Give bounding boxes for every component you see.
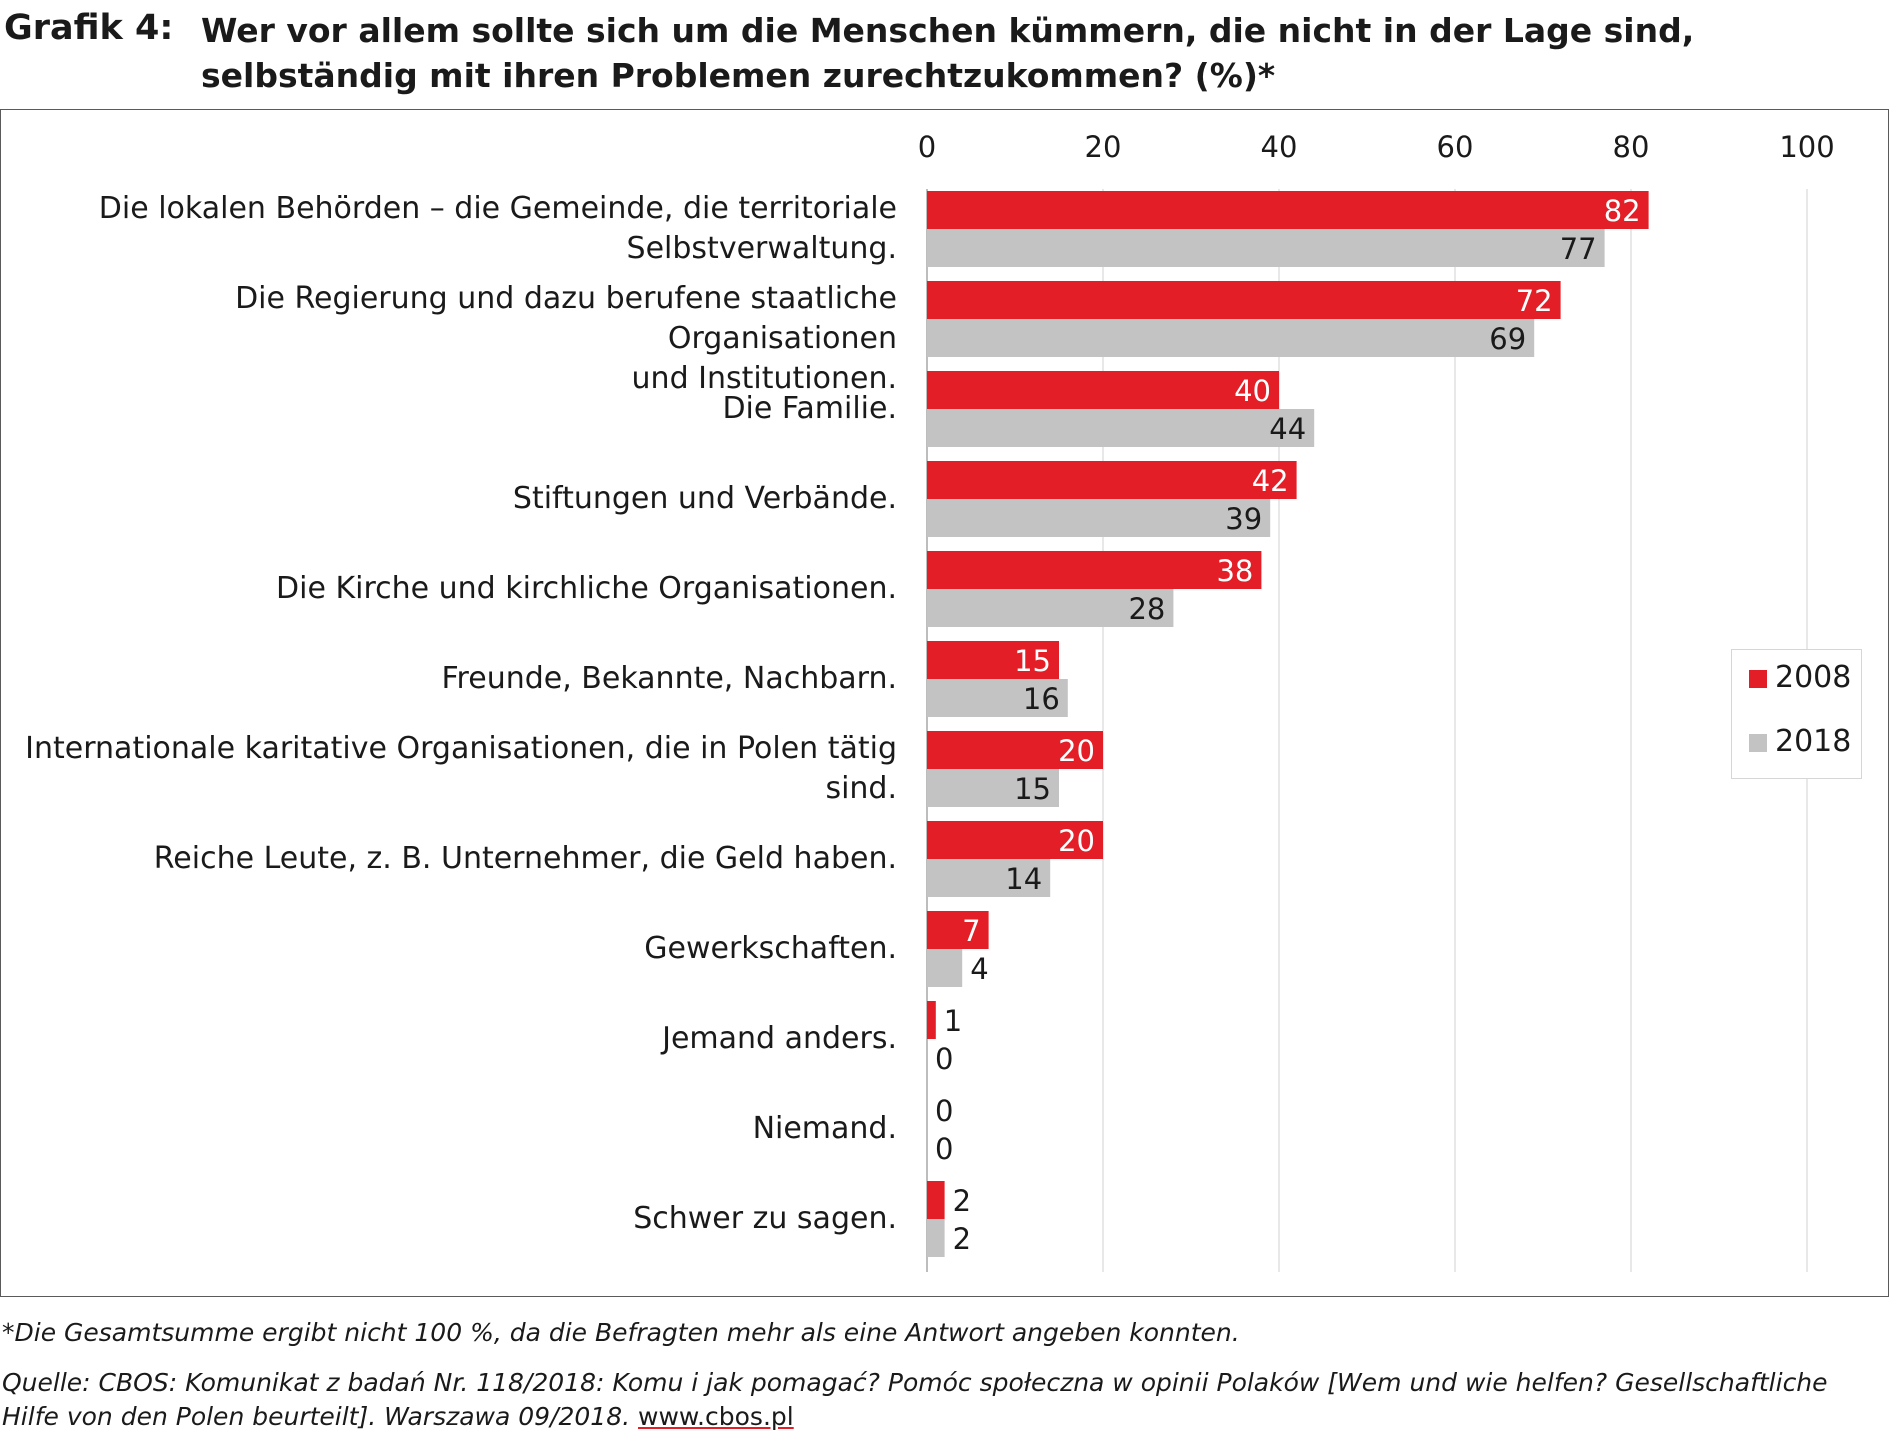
bar-2018 <box>927 499 1271 537</box>
data-label-2008: 1 <box>944 1004 962 1038</box>
data-label-2008: 20 <box>1058 824 1095 858</box>
figure-label: Grafik 4: <box>4 8 174 48</box>
category-label-line: Jemand anders. <box>662 1021 897 1056</box>
source-text: Quelle: CBOS: Komunikat z badań Nr. 118/… <box>2 1368 1828 1431</box>
chart-frame <box>0 109 1889 1297</box>
x-tick-label: 60 <box>1437 130 1474 164</box>
data-label-2018: 44 <box>1269 412 1306 446</box>
category-label-line: Schwer zu sagen. <box>633 1201 897 1236</box>
bar-2008 <box>927 281 1561 319</box>
data-label-2008: 40 <box>1234 374 1271 408</box>
category-label: Stiftungen und Verbände. <box>17 479 897 519</box>
bar-chart: 0 20 40 60 80 1008277726940444239382815162015… <box>918 130 1835 1272</box>
bar-2008 <box>927 641 1059 679</box>
x-tick-label: 20 <box>1085 130 1122 164</box>
category-label-line: Niemand. <box>752 1111 897 1146</box>
bar-2008 <box>927 371 1279 409</box>
category-label-line: Selbstverwaltung. <box>626 231 897 266</box>
data-label-2008: 72 <box>1516 284 1553 318</box>
legend-item-2018: 2018 <box>1749 724 1851 759</box>
category-label: Die lokalen Behörden – die Gemeinde, die… <box>17 189 897 269</box>
data-label-2018: 77 <box>1560 232 1597 266</box>
data-label-2018: 28 <box>1128 592 1165 626</box>
category-label: Schwer zu sagen. <box>17 1199 897 1239</box>
bar-2018 <box>927 319 1535 357</box>
category-label-line: und Institutionen. <box>631 361 897 396</box>
category-label-line: Die Regierung und dazu berufene staatlic… <box>235 281 897 356</box>
category-label: Die Familie. <box>17 389 897 429</box>
bar-2018 <box>927 1219 945 1257</box>
chart-title: Wer vor allem sollte sich um die Mensche… <box>201 11 1695 95</box>
data-label-2008: 82 <box>1604 194 1641 228</box>
legend: 2008 2018 <box>1731 649 1862 779</box>
category-label: Freunde, Bekannte, Nachbarn. <box>17 659 897 699</box>
bar-2018 <box>927 229 1605 267</box>
footnote: *Die Gesamtsumme ergibt nicht 100 %, da … <box>2 1318 1240 1347</box>
category-label-line: Reiche Leute, z. B. Unternehmer, die Gel… <box>153 841 897 876</box>
x-tick-label: 40 <box>1261 130 1298 164</box>
data-label-2008: 0 <box>935 1094 953 1128</box>
bar-2008 <box>927 1001 936 1039</box>
data-label-2018: 0 <box>935 1042 953 1076</box>
category-label-line: Die Familie. <box>722 391 897 426</box>
bar-2018 <box>927 679 1068 717</box>
legend-swatch-2008 <box>1749 669 1767 688</box>
source-note: Quelle: CBOS: Komunikat z badań Nr. 118/… <box>2 1366 1887 1434</box>
data-label-2008: 15 <box>1014 644 1051 678</box>
legend-label-2008: 2008 <box>1775 660 1852 695</box>
category-label-line: Stiftungen und Verbände. <box>512 481 897 516</box>
category-label: Reiche Leute, z. B. Unternehmer, die Gel… <box>17 839 897 879</box>
data-label-2018: 4 <box>970 952 988 986</box>
bar-2008 <box>927 731 1103 769</box>
legend-label-2018: 2018 <box>1775 724 1852 759</box>
legend-item-2008: 2008 <box>1749 660 1851 695</box>
bar-2008 <box>927 1181 945 1219</box>
source-link[interactable]: www.cbos.pl <box>638 1402 794 1431</box>
data-label-2008: 42 <box>1252 464 1289 498</box>
data-label-2008: 2 <box>953 1184 971 1218</box>
category-label: Internationale karitative Organisationen… <box>17 729 897 809</box>
data-label-2008: 7 <box>962 914 980 948</box>
category-label-line: Die lokalen Behörden – die Gemeinde, die… <box>98 191 897 226</box>
category-label-line: Internationale karitative Organisationen… <box>25 731 897 766</box>
category-label-line: Die Kirche und kirchliche Organisationen… <box>276 571 897 606</box>
bar-2018 <box>927 949 963 987</box>
bar-2008 <box>927 821 1103 859</box>
data-label-2018: 15 <box>1014 772 1051 806</box>
category-label: Die Regierung und dazu berufene staatlic… <box>17 279 897 399</box>
data-label-2008: 20 <box>1058 734 1095 768</box>
category-label: Jemand anders. <box>17 1019 897 1059</box>
data-label-2018: 0 <box>935 1132 953 1166</box>
data-label-2018: 39 <box>1225 502 1262 536</box>
x-tick-label: 80 <box>1613 130 1650 164</box>
bar-2018 <box>927 859 1051 897</box>
legend-swatch-2018 <box>1749 733 1767 752</box>
x-tick-label: 0 <box>918 130 936 164</box>
category-label: Niemand. <box>17 1109 897 1149</box>
bar-2018 <box>927 409 1315 447</box>
category-label: Gewerkschaften. <box>17 929 897 969</box>
data-label-2018: 16 <box>1023 682 1060 716</box>
bar-2008 <box>927 551 1262 589</box>
bar-2008 <box>927 911 989 949</box>
bar-2008 <box>927 191 1649 229</box>
data-label-2018: 14 <box>1005 862 1042 896</box>
bar-2018 <box>927 589 1174 627</box>
data-label-2018: 69 <box>1489 322 1526 356</box>
x-tick-label: 100 <box>1779 130 1834 164</box>
category-label-line: Gewerkschaften. <box>644 931 897 966</box>
data-label-2008: 38 <box>1216 554 1253 588</box>
bar-2008 <box>927 461 1297 499</box>
category-label: Die Kirche und kirchliche Organisationen… <box>17 569 897 609</box>
data-label-2018: 2 <box>953 1222 971 1256</box>
bar-2018 <box>927 769 1059 807</box>
category-label-line: Freunde, Bekannte, Nachbarn. <box>441 661 897 696</box>
category-label-line: sind. <box>825 771 897 806</box>
